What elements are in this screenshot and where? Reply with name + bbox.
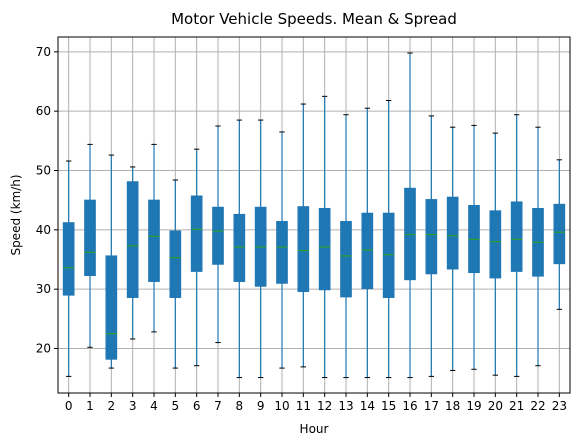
x-tick-label: 3 <box>129 399 137 413</box>
box-2 <box>105 154 118 369</box>
box-8 <box>233 119 246 379</box>
plot-frame <box>57 36 571 394</box>
x-tick-label: 5 <box>172 399 180 413</box>
x-tick-label: 8 <box>236 399 244 413</box>
x-tick-label: 6 <box>193 399 201 413</box>
box-1 <box>84 143 96 348</box>
box-21 <box>510 114 523 377</box>
box-series <box>62 52 566 379</box>
box-15 <box>382 99 395 379</box>
iqr-box <box>553 203 566 265</box>
y-tick-label: 50 <box>36 164 51 178</box>
x-tick-label: 7 <box>214 399 222 413</box>
iqr-box <box>446 196 459 270</box>
box-11 <box>297 103 310 368</box>
x-tick-label: 21 <box>509 399 524 413</box>
box-17 <box>425 115 438 377</box>
x-tick-label: 22 <box>530 399 545 413</box>
y-tick-label: 30 <box>36 282 51 296</box>
iqr-box <box>510 201 523 272</box>
x-tick-label: 9 <box>257 399 265 413</box>
x-axis-label: Hour <box>300 422 329 436</box>
x-tick-label: 23 <box>552 399 567 413</box>
iqr-box <box>425 199 438 275</box>
y-axis-ticks: 20 30 40 50 60 70 <box>36 45 58 356</box>
iqr-box <box>233 213 246 282</box>
x-tick-label: 1 <box>86 399 94 413</box>
box-4 <box>148 143 160 333</box>
x-tick-label: 14 <box>360 399 375 413</box>
box-6 <box>190 148 203 367</box>
box-14 <box>361 107 374 379</box>
box-18 <box>446 126 459 371</box>
x-tick-label: 16 <box>402 399 417 413</box>
x-tick-label: 0 <box>65 399 73 413</box>
x-tick-label: 2 <box>108 399 116 413</box>
iqr-box <box>126 181 139 298</box>
box-7 <box>212 125 224 344</box>
box-23 <box>553 159 566 310</box>
iqr-box <box>318 207 331 291</box>
box-13 <box>340 114 352 379</box>
y-tick-label: 70 <box>36 45 51 59</box>
box-22 <box>532 126 544 367</box>
iqr-box <box>489 210 502 279</box>
box-0 <box>62 160 75 377</box>
box-5 <box>169 179 182 369</box>
x-tick-label: 20 <box>488 399 503 413</box>
x-tick-label: 18 <box>445 399 460 413</box>
iqr-box <box>62 222 75 296</box>
box-3 <box>126 166 139 340</box>
x-tick-label: 17 <box>424 399 439 413</box>
box-9 <box>254 119 267 379</box>
iqr-box <box>340 221 352 298</box>
y-tick-label: 20 <box>36 342 51 356</box>
x-axis-ticks: 0 1 2 3 4 5 6 7 8 9 10 11 12 13 14 15 16 17 18 19 20 21 22 23 <box>65 393 567 413</box>
iqr-box <box>297 206 310 293</box>
box-20 <box>489 132 502 376</box>
x-tick-label: 4 <box>150 399 158 413</box>
iqr-box <box>276 221 288 284</box>
iqr-box <box>105 255 118 360</box>
iqr-box <box>169 230 182 298</box>
box-16 <box>404 52 416 379</box>
x-tick-label: 11 <box>296 399 311 413</box>
box-19 <box>468 124 480 370</box>
chart-title: Motor Vehicle Speeds. Mean & Spread <box>171 10 457 28</box>
y-tick-label: 60 <box>36 104 51 118</box>
box-12 <box>318 95 331 379</box>
iqr-box <box>361 212 374 290</box>
x-tick-label: 12 <box>317 399 332 413</box>
iqr-box <box>212 206 224 265</box>
iqr-box <box>190 195 203 272</box>
x-tick-label: 13 <box>338 399 353 413</box>
box-10 <box>276 131 288 369</box>
iqr-box <box>148 199 160 282</box>
x-tick-label: 10 <box>274 399 289 413</box>
y-tick-label: 40 <box>36 223 51 237</box>
x-tick-label: 19 <box>466 399 481 413</box>
y-axis-label: Speed (km/h) <box>9 174 23 255</box>
x-tick-label: 15 <box>381 399 396 413</box>
iqr-box <box>84 199 96 277</box>
